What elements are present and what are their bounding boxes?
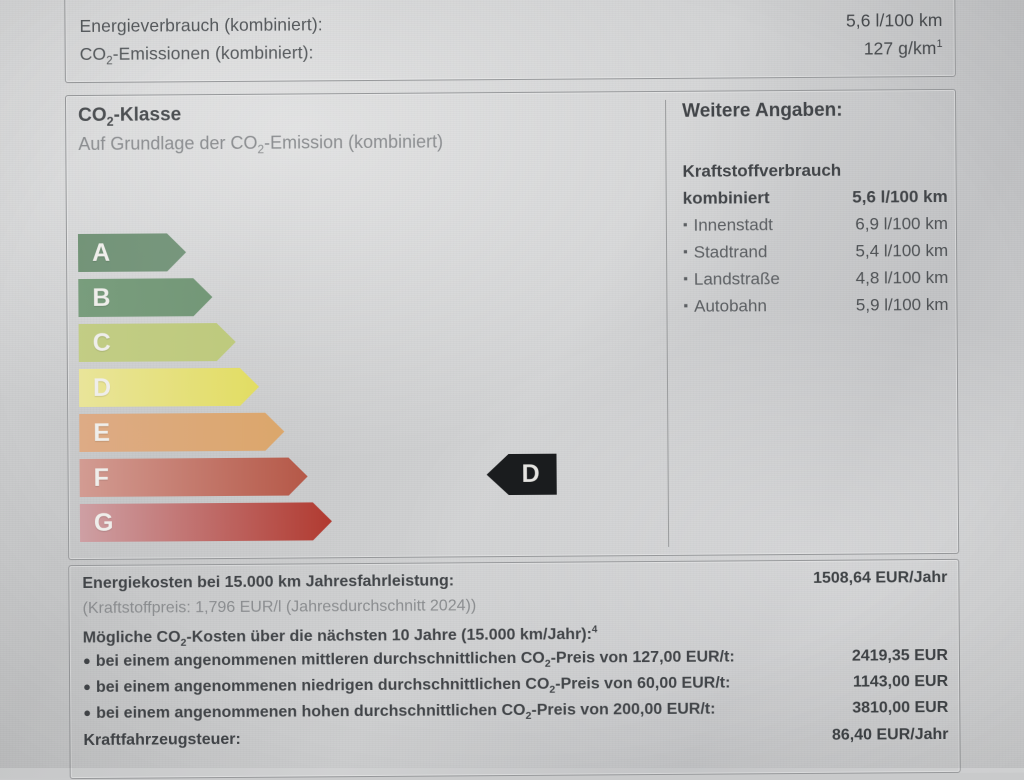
co2-class-title: CO2-Klasse <box>78 104 182 129</box>
bullet-icon: ▪ <box>683 270 688 286</box>
efficiency-class-letter: D <box>92 373 112 402</box>
fuel-consumption-label: ▪ Landstraße <box>683 265 780 293</box>
efficiency-class-letter: B <box>92 283 111 312</box>
fuel-consumption-value: 4,8 l/100 km <box>855 267 949 288</box>
bar-body: D <box>79 368 259 407</box>
co2-emissions-row: CO2-Emissionen (kombiniert): 127 g/km1 <box>80 38 943 68</box>
fuel-consumption-label: kombiniert <box>683 185 770 212</box>
co2-emissions-label: CO2-Emissionen (kombiniert): <box>79 42 314 68</box>
vehicle-tax-row: Kraftfahrzeugsteuer: 86,40 EUR/Jahr <box>83 725 948 751</box>
additional-info-title: Weitere Angaben: <box>682 99 843 122</box>
bar-body: F <box>80 457 308 497</box>
panel-divider <box>665 99 670 547</box>
energy-cost-row: Energiekosten bei 15.000 km Jahresfahrle… <box>82 568 947 594</box>
efficiency-class-bar-c: C <box>79 323 236 362</box>
energy-consumption-label: Energieverbrauch (kombiniert): <box>79 14 323 37</box>
fuel-consumption-item: ▪ Innenstadt 6,9 l/100 km <box>683 210 948 239</box>
fuel-consumption-value: 5,6 l/100 km <box>852 186 948 207</box>
bar-body: E <box>79 413 284 452</box>
fuel-consumption-label-text: Innenstadt <box>693 215 773 235</box>
energy-consumption-row: Energieverbrauch (kombiniert): 5,6 l/100… <box>79 10 942 37</box>
efficiency-class-bar-a: A <box>78 233 186 272</box>
bar-body: C <box>79 323 236 362</box>
efficiency-class-letter: C <box>92 328 111 357</box>
fuel-consumption-label-text: Landstraße <box>693 269 780 289</box>
fuel-consumption-value: 5,4 l/100 km <box>855 240 949 261</box>
co2-scenario-value: 1143,00 EUR <box>852 672 949 691</box>
energy-cost-label: Energiekosten bei 15.000 km Jahresfahrle… <box>82 572 455 593</box>
bullet-icon: ▪ <box>683 243 688 259</box>
fuel-consumption-label: ▪ Innenstadt <box>683 211 773 239</box>
fuel-price-note: (Kraftstoffpreis: 1,796 EUR/l (Jahresdur… <box>82 597 477 618</box>
vehicle-tax-value: 86,40 EUR/Jahr <box>831 725 949 744</box>
efficiency-class-letter: A <box>91 238 111 267</box>
consumption-summary-panel: Energieverbrauch (kombiniert): 5,6 l/100… <box>64 0 956 84</box>
bar-body: A <box>78 233 186 272</box>
fuel-consumption-value: 6,9 l/100 km <box>855 213 948 234</box>
fuel-consumption-item: kombiniert 5,6 l/100 km <box>683 184 948 212</box>
additional-info-column: Weitere Angaben: Kraftstoffverbrauch kom… <box>670 90 958 555</box>
efficiency-class-letter: F <box>93 463 110 492</box>
fuel-consumption-section-title: Kraftstoffverbrauch <box>682 160 842 181</box>
bullet-icon: ▪ <box>683 297 689 313</box>
efficiency-class-bar-f: F <box>80 457 308 497</box>
fuel-consumption-label: ▪ Autobahn <box>683 292 767 320</box>
bullet-icon: ▪ <box>682 216 688 232</box>
selected-class-letter: D <box>521 459 540 488</box>
co2-scenario-value: 2419,35 EUR <box>851 646 948 665</box>
bar-body: G <box>80 502 332 542</box>
vehicle-tax-label: Kraftfahrzeugsteuer: <box>83 730 241 750</box>
fuel-consumption-item: ▪ Landstraße 4,8 l/100 km <box>683 264 948 293</box>
efficiency-class-bar-e: E <box>79 413 284 452</box>
efficiency-class-letter: E <box>93 418 111 447</box>
co2-scenario-row: ● bei einem angenommenen hohen durchschni… <box>83 697 948 729</box>
fuel-consumption-value: 5,9 l/100 km <box>855 294 949 315</box>
bar-body: B <box>78 278 212 317</box>
fuel-consumption-label: ▪ Stadtrand <box>683 238 768 266</box>
co2-scenario-value: 3810,00 EUR <box>852 698 949 717</box>
energy-cost-value: 1508,64 EUR/Jahr <box>812 568 948 587</box>
fuel-consumption-item: ▪ Autobahn 5,9 l/100 km <box>683 291 948 320</box>
efficiency-class-bar-g: G <box>80 502 332 542</box>
co2-class-panel: CO2-Klasse Auf Grundlage der CO2-Emissio… <box>64 88 960 561</box>
fuel-price-note-row: (Kraftstoffpreis: 1,796 EUR/l (Jahresdur… <box>82 593 947 619</box>
co2-emissions-value: 127 g/km1 <box>863 38 943 59</box>
energy-consumption-value: 5,6 l/100 km <box>845 9 943 31</box>
co2-class-subtitle: Auf Grundlage der CO2-Emission (kombinie… <box>78 131 444 157</box>
fuel-consumption-label-text: Autobahn <box>694 296 767 316</box>
efficiency-class-bar-b: B <box>78 278 212 317</box>
costs-panel: Energiekosten bei 15.000 km Jahresfahrle… <box>68 558 961 780</box>
efficiency-class-bar-d: D <box>79 368 259 407</box>
fuel-consumption-label-text: Stadtrand <box>693 242 768 262</box>
co2-scenario-label: ● bei einem angenommenen hohen durchschni… <box>83 700 716 723</box>
fuel-consumption-label-text: kombiniert <box>682 188 770 208</box>
efficiency-class-letter: G <box>93 508 114 537</box>
fuel-consumption-item: ▪ Stadtrand 5,4 l/100 km <box>683 237 948 266</box>
fuel-consumption-list: kombiniert 5,6 l/100 km ▪ Innenstadt 6,9 l/1… <box>683 184 949 320</box>
